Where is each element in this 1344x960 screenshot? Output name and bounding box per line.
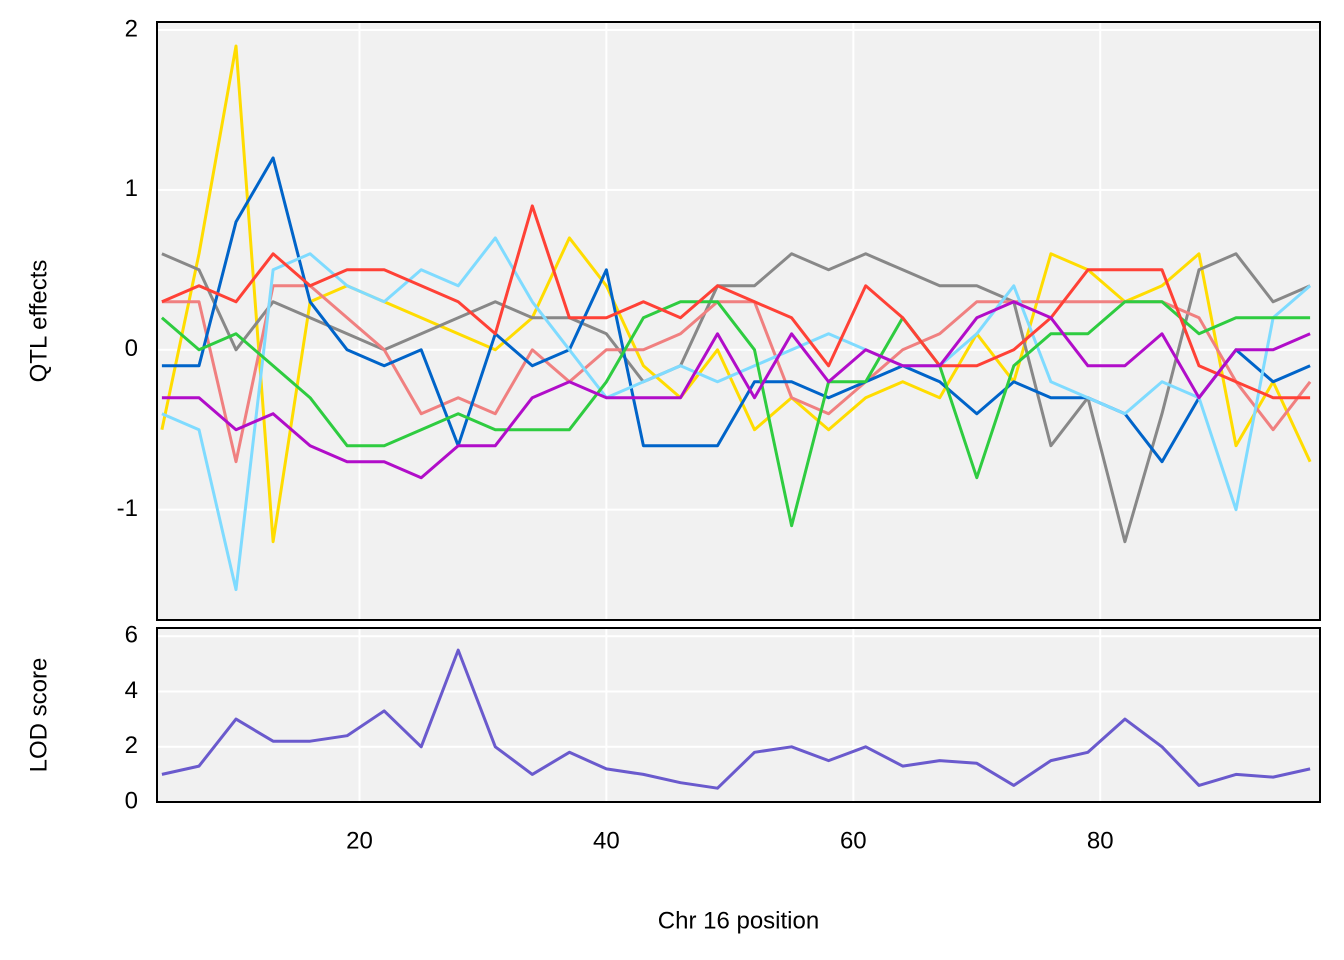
- y-tick-label: 4: [125, 677, 138, 704]
- series-line: [161, 284, 1312, 464]
- y-tick-label: 2: [125, 732, 138, 759]
- series-line: [161, 204, 1311, 400]
- x-axis-label: Chr 16 position: [658, 907, 819, 934]
- y-tick-label: 1: [125, 175, 138, 202]
- plot-area: [157, 628, 1320, 802]
- plot-frame: [156, 627, 1321, 803]
- series-line: [161, 300, 1311, 480]
- y-tick-label: -1: [117, 495, 138, 522]
- plot-area: [157, 22, 1320, 620]
- x-tick-label: 20: [346, 827, 373, 854]
- x-tick-label: 60: [840, 827, 867, 854]
- x-tick-label: 40: [593, 827, 620, 854]
- y-axis-label: LOD score: [25, 658, 52, 773]
- y-tick-label: 0: [125, 335, 138, 362]
- y-tick-label: 2: [125, 15, 138, 42]
- y-tick-label: 6: [125, 622, 138, 649]
- series-line: [161, 648, 1311, 790]
- y-axis-label: QTL effects: [25, 260, 52, 383]
- series-line: [160, 300, 1311, 528]
- x-tick-label: 80: [1087, 827, 1114, 854]
- series-line: [161, 252, 1311, 544]
- series-line: [161, 236, 1312, 592]
- plot-frame: [156, 21, 1321, 621]
- y-tick-label: 0: [125, 787, 138, 814]
